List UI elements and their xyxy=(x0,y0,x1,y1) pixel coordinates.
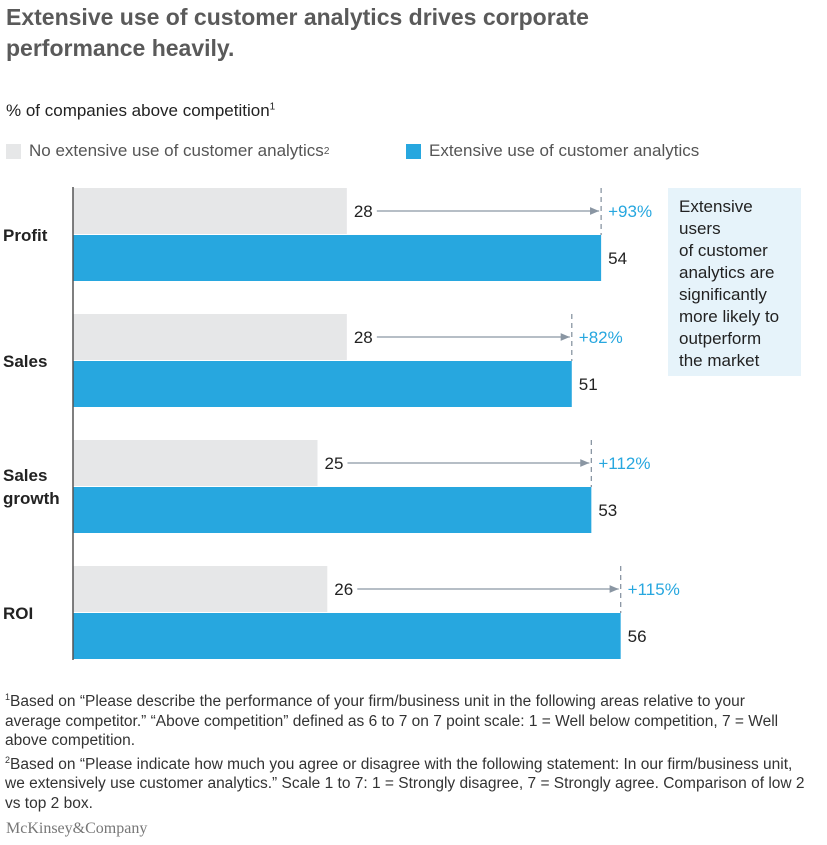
chart-subtitle: % of companies above competition1 xyxy=(6,101,275,121)
subtitle-text: % of companies above competition xyxy=(6,101,270,120)
footnote-mark: 1 xyxy=(5,692,11,702)
mckinsey-logo: McKinsey&Company xyxy=(6,820,148,837)
callout-line: Extensive xyxy=(679,197,753,216)
data-label-extensive: 53 xyxy=(598,501,617,520)
category-label: ROI xyxy=(3,604,33,623)
increase-label: +115% xyxy=(628,580,680,599)
category-label: Profit xyxy=(3,226,48,245)
callout-line: users xyxy=(679,219,721,238)
bar-no-extensive xyxy=(73,188,347,234)
data-label-extensive: 56 xyxy=(628,627,647,646)
subtitle-footnote-mark: 1 xyxy=(269,101,276,113)
legend-label: Extensive use of customer analytics xyxy=(429,141,700,160)
callout-box: Extensive users of customer analytics ar… xyxy=(668,188,801,376)
footnote-text: Based on “Please describe the performanc… xyxy=(5,693,779,750)
callout-line: outperform xyxy=(679,329,762,348)
footnote-2: 2Based on “Please indicate how much you … xyxy=(5,751,805,814)
callout-line: significantly xyxy=(679,285,767,304)
footnote-mark: 2 xyxy=(5,754,11,765)
data-label-no-extensive: 25 xyxy=(325,454,344,473)
data-label-extensive: 51 xyxy=(579,375,598,394)
category-label: Sales growth xyxy=(3,466,60,508)
footnotes: 1Based on “Please describe the performan… xyxy=(5,688,805,813)
bar-extensive xyxy=(73,613,621,659)
bar-no-extensive xyxy=(73,440,318,486)
legend-swatch-blue xyxy=(406,143,421,159)
bar-extensive xyxy=(73,361,572,407)
category-label: Sales xyxy=(3,352,47,371)
bar-no-extensive xyxy=(73,566,328,612)
callout-line: the market xyxy=(679,351,760,370)
legend-swatch-gray xyxy=(6,143,21,159)
bar-extensive xyxy=(73,235,602,281)
increase-label: +112% xyxy=(598,454,650,473)
legend-footnote-mark: 2 xyxy=(323,145,330,157)
callout-line: more likely to xyxy=(679,307,780,326)
footnote-1: 1Based on “Please describe the performan… xyxy=(5,688,805,751)
footnote-text: Based on “Please indicate how much you a… xyxy=(5,755,805,812)
data-label-no-extensive: 28 xyxy=(354,202,373,221)
legend-item-no-extensive: No extensive use of customer analytics 2 xyxy=(6,141,329,161)
data-label-no-extensive: 28 xyxy=(354,328,373,347)
chart-title: Extensive use of customer analytics driv… xyxy=(6,4,589,61)
data-label-no-extensive: 26 xyxy=(334,580,353,599)
data-label-extensive: 54 xyxy=(608,249,627,268)
callout-line: of customer xyxy=(679,241,768,260)
increase-label: +82% xyxy=(579,328,623,347)
callout-line: analytics are xyxy=(679,263,775,282)
increase-label: +93% xyxy=(608,202,652,221)
bar-extensive xyxy=(73,487,592,533)
legend-label: No extensive use of customer analytics xyxy=(29,141,324,160)
legend-item-extensive: Extensive use of customer analytics xyxy=(406,141,699,161)
bar-no-extensive xyxy=(73,314,347,360)
